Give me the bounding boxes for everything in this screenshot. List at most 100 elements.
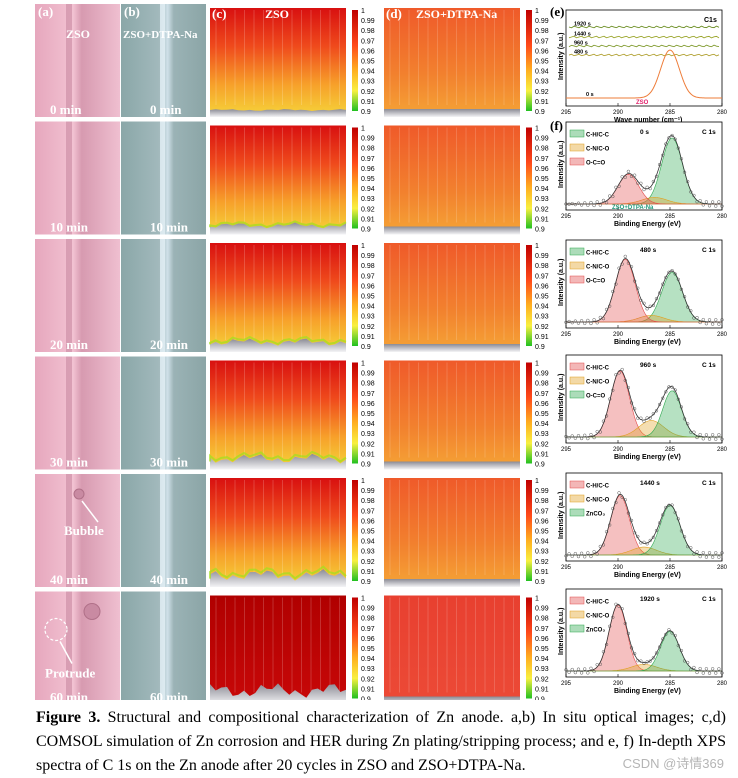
- data-point: [701, 203, 705, 207]
- y-axis-label: Intensity (a.u.): [558, 374, 565, 421]
- data-point: [661, 282, 665, 286]
- data-point: [642, 661, 646, 665]
- data-point: [673, 137, 677, 141]
- data-point: [576, 434, 581, 438]
- data-point: [679, 405, 684, 409]
- data-point: [567, 319, 571, 324]
- colorbar-tick: 0.92: [361, 559, 375, 566]
- data-point: [698, 199, 702, 203]
- data-point: [636, 416, 640, 420]
- data-point: [642, 187, 646, 192]
- data-point: [604, 307, 609, 312]
- series-label: 960 s: [574, 41, 588, 47]
- dtpa-electrode-edge: [160, 239, 165, 352]
- colorbar-tick: 0.9: [361, 344, 371, 351]
- data-point: [573, 202, 578, 207]
- data-point: [611, 289, 615, 294]
- colorbar-tick: 0.9: [361, 579, 371, 586]
- y-axis-label: Intensity (a.u.): [558, 141, 565, 188]
- data-point: [707, 437, 712, 441]
- colorbar-tick: 1: [361, 243, 365, 250]
- her-front-zso: [209, 450, 347, 463]
- legend-swatch: [569, 261, 585, 270]
- data-point: [717, 322, 721, 326]
- colorbar-tick: 1: [535, 361, 539, 368]
- data-point: [620, 175, 624, 179]
- colorbar-tick: 0.95: [361, 59, 375, 66]
- data-point: [704, 555, 709, 559]
- data-point: [695, 435, 699, 440]
- data-point: [670, 133, 674, 138]
- data-point: [608, 624, 612, 628]
- data-point: [632, 173, 637, 177]
- dtpa-electrode-edge: [160, 591, 165, 705]
- data-point: [720, 671, 724, 675]
- colorbar-tick: 0.98: [535, 28, 549, 35]
- legend-label: C-H/C-C: [586, 251, 610, 257]
- colorbar-tick: 1: [361, 361, 365, 368]
- colorbar-c: [352, 245, 358, 346]
- data-point: [654, 409, 659, 413]
- zn-surface-dtpa: [384, 344, 520, 352]
- data-point: [614, 373, 618, 377]
- colorbar-tick: 0.97: [535, 508, 549, 515]
- data-point: [620, 607, 624, 611]
- data-point: [576, 321, 581, 325]
- data-point: [626, 511, 631, 515]
- plot-frame: [565, 588, 723, 678]
- optical-image-zso: [35, 239, 120, 352]
- data-point: [695, 315, 699, 320]
- y-axis-label: Intensity (a.u.): [558, 259, 565, 306]
- data-point: [682, 659, 687, 663]
- series-line: [566, 49, 722, 99]
- data-point: [670, 503, 674, 507]
- data-point: [701, 437, 705, 441]
- protrude-label: Protrude: [45, 666, 96, 681]
- data-point: [657, 402, 662, 407]
- x-tick-label: 280: [717, 214, 728, 220]
- data-point: [589, 200, 593, 205]
- data-point: [564, 554, 568, 558]
- legend-swatch: [569, 390, 585, 399]
- data-point: [667, 385, 671, 389]
- data-point: [651, 412, 656, 416]
- data-point: [720, 437, 724, 441]
- fit-envelope: [566, 493, 722, 556]
- legend-label: C-N/C-O: [586, 498, 610, 504]
- bubble-pointer: [81, 500, 99, 523]
- colorbar-tick: 0.9: [535, 227, 545, 234]
- colorbar-tick: 0.93: [361, 196, 375, 203]
- x-axis-label: Binding Energy (eV): [614, 572, 681, 579]
- data-point: [583, 201, 587, 205]
- colorbar-tick: 0.9: [535, 462, 545, 469]
- data-point: [595, 321, 599, 325]
- colorbar-tick: 0.97: [361, 626, 375, 633]
- data-point: [564, 202, 568, 206]
- colorbar-tick: 0.92: [361, 324, 375, 331]
- zn-surface-dtpa: [384, 461, 520, 470]
- data-point: [686, 179, 690, 184]
- colorbar-tick: 0.95: [535, 529, 549, 536]
- series-line: [568, 53, 720, 57]
- data-point: [639, 298, 643, 303]
- bubble-marker: [73, 488, 85, 500]
- data-point: [670, 385, 674, 389]
- panel-letter-f: (f): [550, 118, 563, 133]
- colorbar-tick: 0.99: [535, 488, 549, 495]
- data-point: [604, 201, 609, 205]
- data-point: [698, 320, 702, 325]
- data-point: [704, 667, 709, 671]
- legend-swatch: [569, 275, 585, 284]
- colorbar-tick: 0.91: [361, 216, 375, 223]
- colorbar-tick: 0.91: [535, 99, 549, 106]
- panel-letter-b: (b): [124, 4, 140, 19]
- legend-label: C-N/C-O: [586, 265, 610, 271]
- x-axis-label: Binding Energy (eV): [614, 454, 681, 461]
- data-point: [670, 268, 674, 273]
- data-point: [648, 416, 652, 420]
- plot-frame: [565, 354, 723, 444]
- colorbar-tick: 0.99: [535, 136, 549, 143]
- data-point: [598, 203, 602, 207]
- data-point: [608, 304, 612, 308]
- data-point: [720, 551, 724, 555]
